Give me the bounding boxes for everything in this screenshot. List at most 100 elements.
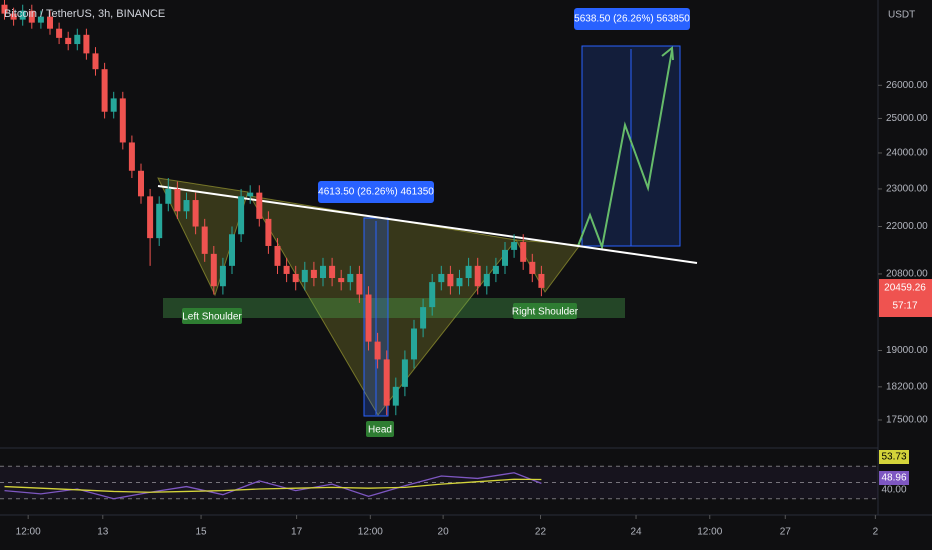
candle-body <box>329 265 336 279</box>
candle-body <box>292 273 299 283</box>
y-tick-label: 26000.00 <box>886 80 928 91</box>
candle-body <box>347 273 354 283</box>
measure-label: 4613.50 (26.26%) 461350 <box>318 187 434 198</box>
x-tick-label: 13 <box>97 527 109 538</box>
candle-body <box>265 218 272 246</box>
candle-body <box>92 53 99 70</box>
candle-body <box>138 170 144 197</box>
candle-body <box>165 188 172 204</box>
rsi-line <box>4 472 542 500</box>
projection-path <box>577 49 673 251</box>
y-tick-label: 17500.00 <box>886 415 928 426</box>
candle-body <box>320 265 326 279</box>
x-tick-label: 15 <box>195 527 207 538</box>
candle-body <box>201 226 208 254</box>
candle-body <box>392 386 399 406</box>
candle-body <box>247 192 254 197</box>
x-tick-label: 27 <box>780 527 792 538</box>
candles <box>1 0 545 416</box>
rsi-band <box>0 466 878 499</box>
candle-body <box>19 10 26 20</box>
rsi-tag <box>879 450 909 464</box>
projection-arrowhead <box>661 46 674 61</box>
candle-body <box>538 273 545 288</box>
x-tick-label: 12:00 <box>16 527 41 538</box>
candle-body <box>10 13 17 20</box>
candle-body <box>210 253 217 287</box>
candle-body <box>365 294 372 342</box>
rsi-line <box>4 478 542 493</box>
y-tick-label: 23000.00 <box>886 184 928 195</box>
neckline <box>157 185 698 264</box>
candle-body <box>192 200 199 227</box>
candle-body <box>274 245 281 266</box>
labels: Left Shoulder Head Right Shoulder 4613.5… <box>4 8 932 496</box>
candle-body <box>301 269 308 283</box>
candle-body <box>429 282 436 308</box>
candle-body <box>447 273 454 287</box>
label-bg <box>366 421 394 437</box>
label-bg <box>513 303 577 319</box>
candle-body <box>356 273 363 295</box>
candle-body <box>511 242 518 250</box>
y-tick-label: 22000.00 <box>886 221 928 232</box>
rsi-label: 48.96 <box>881 473 906 484</box>
candle-body <box>238 196 245 235</box>
currency: USDT <box>888 10 915 21</box>
y-tick-label: 25000.00 <box>886 113 928 124</box>
candle-body <box>101 69 108 112</box>
candle-body <box>28 10 35 23</box>
rsi-tag <box>879 471 909 485</box>
candle-body <box>74 34 81 45</box>
candle-body <box>219 265 226 287</box>
x-tick-label: 12:00 <box>358 527 383 538</box>
candle-body <box>492 265 499 274</box>
candle-body <box>310 269 317 279</box>
price-tag <box>879 279 932 317</box>
label-bg <box>574 8 690 30</box>
support-zone <box>163 298 625 318</box>
candle-body <box>411 328 417 360</box>
rsi-level-label: 40.00 <box>881 485 906 496</box>
y-tick-label: 20800.00 <box>886 269 928 280</box>
label-bg <box>182 308 242 324</box>
candle-body <box>128 142 135 171</box>
candle-body <box>483 273 490 287</box>
candle-body <box>83 34 90 54</box>
candle-body <box>502 249 508 266</box>
candle-body <box>465 265 472 279</box>
candle-body <box>256 192 263 219</box>
chart-title: Bitcoin / TetherUS, 3h, BINANCE <box>4 8 165 20</box>
target-label: 5638.50 (26.26%) 563850 <box>574 14 690 25</box>
y-tick-label: 19000.00 <box>886 345 928 356</box>
candle-body <box>420 307 427 329</box>
y-tick-label: 24000.00 <box>886 148 928 159</box>
countdown: 57:17 <box>892 301 917 312</box>
x-tick-label: 24 <box>630 527 642 538</box>
candle-body <box>110 98 117 112</box>
x-tick-label: 20 <box>438 527 450 538</box>
rsi-ma-label: 53.73 <box>881 452 906 463</box>
candle-body <box>383 359 390 406</box>
candle-body <box>338 278 345 283</box>
candle-body <box>374 341 381 360</box>
left-shoulder-label: Left Shoulder <box>182 312 242 323</box>
label-bg <box>318 181 434 203</box>
candle-body <box>65 37 72 45</box>
right-shoulder-label: Right Shoulder <box>512 307 579 318</box>
candle-body <box>47 16 53 29</box>
candle-body <box>438 273 445 283</box>
x-tick-label: 17 <box>291 527 303 538</box>
candle-body <box>474 265 481 287</box>
candle-body <box>174 188 181 212</box>
pattern-drawings <box>157 45 698 417</box>
candle-body <box>456 278 463 287</box>
last-price: 20459.26 <box>884 283 926 294</box>
x-tick-label: 12:00 <box>697 527 722 538</box>
candle-body <box>283 265 290 274</box>
head-label: Head <box>368 425 392 436</box>
candle-body <box>147 196 154 239</box>
candle-body <box>56 28 63 38</box>
candle-body <box>37 16 44 23</box>
